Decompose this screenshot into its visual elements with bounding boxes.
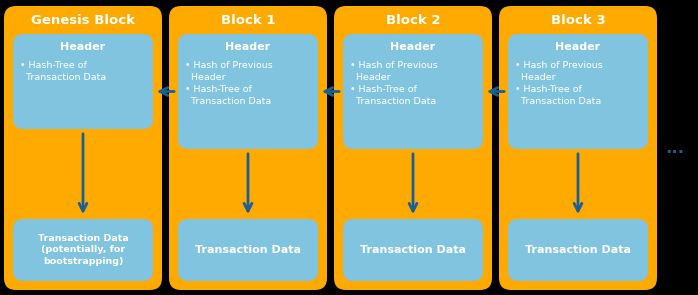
- Text: Transaction Data: Transaction Data: [360, 245, 466, 255]
- Text: Genesis Block: Genesis Block: [31, 14, 135, 27]
- FancyBboxPatch shape: [178, 34, 318, 149]
- Text: Header: Header: [390, 42, 436, 52]
- Text: Header: Header: [61, 42, 105, 52]
- FancyBboxPatch shape: [343, 34, 483, 149]
- Text: Block 3: Block 3: [551, 14, 605, 27]
- Text: Transaction Data
(potentially, for
bootstrapping): Transaction Data (potentially, for boots…: [38, 235, 128, 266]
- FancyBboxPatch shape: [499, 6, 657, 290]
- FancyBboxPatch shape: [4, 6, 162, 290]
- FancyBboxPatch shape: [508, 219, 648, 281]
- Text: Transaction Data: Transaction Data: [525, 245, 631, 255]
- Text: Transaction Data: Transaction Data: [195, 245, 301, 255]
- FancyBboxPatch shape: [178, 219, 318, 281]
- FancyBboxPatch shape: [13, 219, 153, 281]
- FancyBboxPatch shape: [508, 34, 648, 149]
- FancyBboxPatch shape: [169, 6, 327, 290]
- Text: • Hash of Previous
  Header
• Hash-Tree of
  Transaction Data: • Hash of Previous Header • Hash-Tree of…: [185, 61, 273, 106]
- Text: • Hash of Previous
  Header
• Hash-Tree of
  Transaction Data: • Hash of Previous Header • Hash-Tree of…: [350, 61, 438, 106]
- FancyBboxPatch shape: [13, 34, 153, 129]
- FancyBboxPatch shape: [343, 219, 483, 281]
- FancyBboxPatch shape: [334, 6, 492, 290]
- Text: • Hash of Previous
  Header
• Hash-Tree of
  Transaction Data: • Hash of Previous Header • Hash-Tree of…: [515, 61, 603, 106]
- Text: ...: ...: [665, 139, 684, 157]
- Text: Block 1: Block 1: [221, 14, 275, 27]
- Text: Block 2: Block 2: [386, 14, 440, 27]
- Text: Header: Header: [225, 42, 271, 52]
- Text: • Hash-Tree of
  Transaction Data: • Hash-Tree of Transaction Data: [20, 61, 106, 82]
- Text: Header: Header: [556, 42, 600, 52]
